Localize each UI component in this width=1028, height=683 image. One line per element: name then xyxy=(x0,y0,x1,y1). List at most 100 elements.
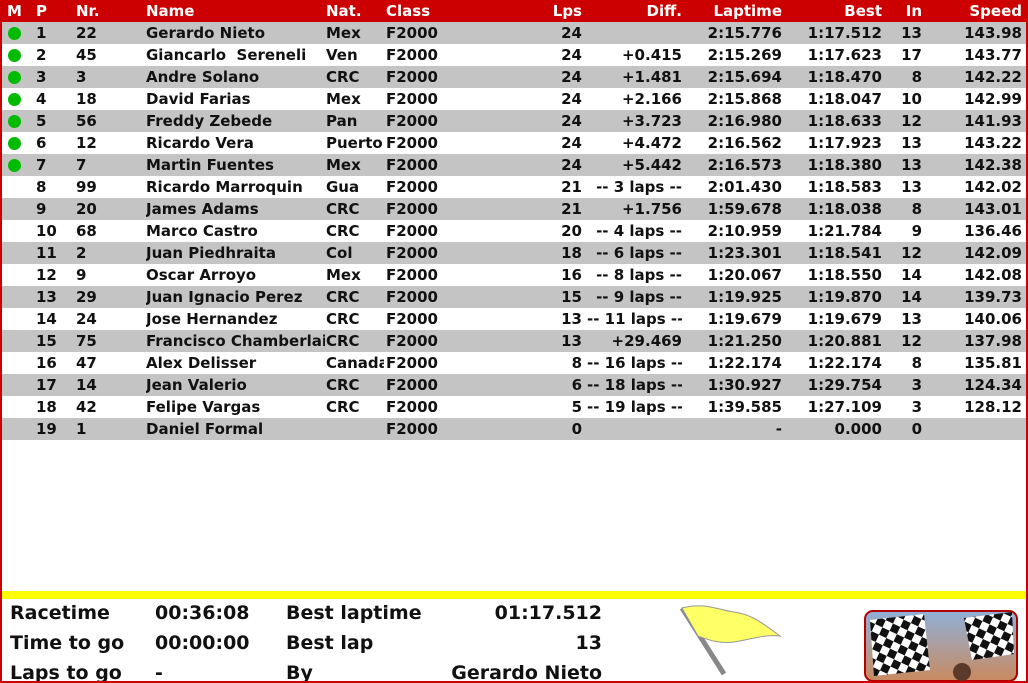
table-cell: 10 xyxy=(36,222,57,240)
status-dot xyxy=(8,27,21,40)
table-cell: F2000 xyxy=(386,244,438,262)
column-header: Nat. xyxy=(326,2,362,20)
table-cell: 24 xyxy=(561,90,582,108)
table-cell: 1:17.512 xyxy=(807,24,882,42)
table-cell: 6 xyxy=(36,134,47,152)
table-cell: Juan Piedhraita xyxy=(146,244,276,262)
table-cell: Francisco Chamberlai xyxy=(146,332,325,350)
table-cell: 1:39.585 xyxy=(707,398,782,416)
result-row: 7 7 Martin Fuentes Mex F2000 24 +5.442 2:16.573… xyxy=(2,154,1026,176)
table-cell: +2.166 xyxy=(621,90,682,108)
result-row: 3 3 Andre Solano CRC F2000 24 +1.481 2:15.694 1:… xyxy=(2,66,1026,88)
table-cell: 1:19.925 xyxy=(707,288,782,306)
table-cell: CRC xyxy=(326,398,360,416)
table-cell: F2000 xyxy=(386,266,438,284)
table-cell: 6 xyxy=(571,376,582,394)
result-row: 4 18 David Farias Mex F2000 24 +2.166 2:15.868 1… xyxy=(2,88,1026,110)
summary-value: 01:17.512 xyxy=(494,602,602,624)
table-cell: 140.06 xyxy=(964,310,1022,328)
table-cell: 2 xyxy=(36,46,47,64)
table-cell: 7 xyxy=(76,156,87,174)
table-cell: 1:29.754 xyxy=(807,376,882,394)
table-cell: 142.22 xyxy=(964,68,1022,86)
table-cell: 68 xyxy=(76,222,97,240)
table-cell: 142.99 xyxy=(964,90,1022,108)
table-cell: 2:16.562 xyxy=(707,134,782,152)
table-cell: 12 xyxy=(901,332,922,350)
table-cell: 13 xyxy=(901,24,922,42)
table-cell: Pan xyxy=(326,112,358,130)
table-cell: CRC xyxy=(326,332,360,350)
table-cell: F2000 xyxy=(386,332,438,350)
table-cell: 16 xyxy=(36,354,57,372)
table-cell: 2:15.868 xyxy=(707,90,782,108)
table-cell: 13 xyxy=(561,310,582,328)
result-row: 12 9 Oscar Arroyo Mex F2000 16 -- 8 laps -- 1:2… xyxy=(2,264,1026,286)
table-cell: F2000 xyxy=(386,178,438,196)
column-header: Best xyxy=(844,2,882,20)
table-cell: 16 xyxy=(561,266,582,284)
table-cell: CRC xyxy=(326,222,360,240)
table-cell: 0.000 xyxy=(834,420,882,438)
table-cell: +3.723 xyxy=(621,112,682,130)
summary-label: Time to go xyxy=(10,632,125,654)
summary-value: 00:36:08 xyxy=(155,602,250,624)
summary-value: - xyxy=(155,662,163,683)
table-cell: F2000 xyxy=(386,310,438,328)
table-cell: 1:22.174 xyxy=(707,354,782,372)
status-dot xyxy=(8,137,21,150)
table-cell: Gua xyxy=(326,178,360,196)
table-cell: F2000 xyxy=(386,376,438,394)
table-cell: -- 16 laps -- xyxy=(587,354,682,372)
table-cell: 29 xyxy=(76,288,97,306)
table-cell: 18 xyxy=(36,398,57,416)
table-cell: 1:27.109 xyxy=(807,398,882,416)
table-cell: 4 xyxy=(36,90,47,108)
table-cell: +5.442 xyxy=(621,156,682,174)
table-cell: 142.38 xyxy=(964,156,1022,174)
table-cell: -- 4 laps -- xyxy=(596,222,682,240)
result-row: 18 42 Felipe Vargas CRC F2000 5 -- 19 laps -- 1… xyxy=(2,396,1026,418)
yellow-bar xyxy=(2,591,1026,599)
table-cell: 1:18.380 xyxy=(807,156,882,174)
table-cell: 45 xyxy=(76,46,97,64)
table-cell: 1:23.301 xyxy=(707,244,782,262)
table-cell: Daniel Formal xyxy=(146,420,264,438)
table-cell: Oscar Arroyo xyxy=(146,266,257,284)
table-cell: 8 xyxy=(911,200,922,218)
table-cell: 20 xyxy=(561,222,582,240)
table-cell: 14 xyxy=(901,288,922,306)
table-cell: Mex xyxy=(326,90,361,108)
table-cell: 10 xyxy=(901,90,922,108)
table-cell: 0 xyxy=(571,420,582,438)
table-cell: F2000 xyxy=(386,24,438,42)
table-cell: 2:15.269 xyxy=(707,46,782,64)
table-cell: F2000 xyxy=(386,134,438,152)
table-cell: 1:20.067 xyxy=(707,266,782,284)
result-row: 6 12 Ricardo Vera Puerto F2000 24 +4.472 2:16.5… xyxy=(2,132,1026,154)
table-cell: -- 19 laps -- xyxy=(587,398,682,416)
table-cell: 24 xyxy=(561,134,582,152)
table-cell: +1.756 xyxy=(621,200,682,218)
table-cell: 142.02 xyxy=(964,178,1022,196)
result-row: 2 45 Giancarlo Sereneli Ven F2000 24 +0.415 2:1… xyxy=(2,44,1026,66)
table-cell: CRC xyxy=(326,288,360,306)
table-cell: CRC xyxy=(326,200,360,218)
table-cell: 8 xyxy=(911,354,922,372)
table-cell: Marco Castro xyxy=(146,222,258,240)
table-cell: -- 3 laps -- xyxy=(596,178,682,196)
result-row: 13 29 Juan Ignacio Perez CRC F2000 15 -- 9 lap… xyxy=(2,286,1026,308)
yellow-flag-icon xyxy=(679,605,782,676)
table-cell: CRC xyxy=(326,376,360,394)
table-cell: 24 xyxy=(561,46,582,64)
table-cell: 56 xyxy=(76,112,97,130)
table-cell: 1:18.047 xyxy=(807,90,882,108)
table-cell: Gerardo Nieto xyxy=(146,24,266,42)
result-row: 17 14 Jean Valerio CRC F2000 6 -- 18 laps -- 1:… xyxy=(2,374,1026,396)
result-row: 5 56 Freddy Zebede Pan F2000 24 +3.723 2:16.980… xyxy=(2,110,1026,132)
table-cell: 24 xyxy=(561,156,582,174)
table-cell: 7 xyxy=(36,156,47,174)
table-cell: 139.73 xyxy=(964,288,1022,306)
table-cell: 2:10.959 xyxy=(707,222,782,240)
result-row: 15 75 Francisco Chamberlai CRC F2000 13 +29.46… xyxy=(2,330,1026,352)
